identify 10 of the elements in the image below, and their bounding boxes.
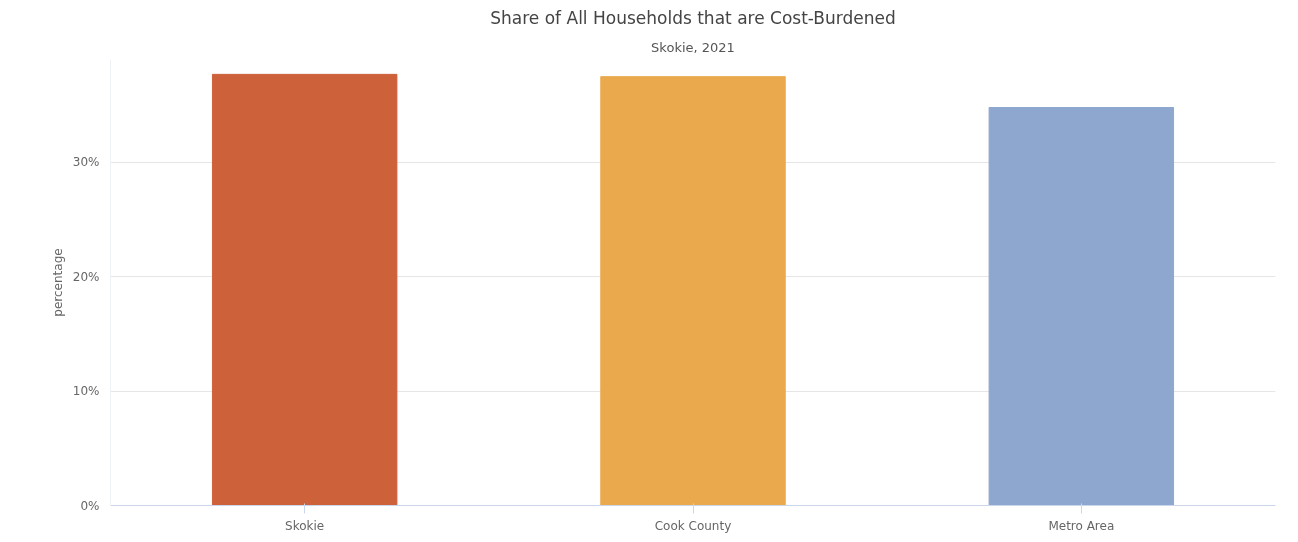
y-tick-label: 0% [80,498,100,513]
y-axis-title: percentage [50,248,65,317]
x-tick-label: Skokie [285,518,325,533]
y-tick-label: 30% [72,155,100,170]
x-tick-label: Cook County [654,518,732,533]
chart-subtitle: Skokie, 2021 [651,39,735,55]
chart-title: Share of All Households that are Cost-Burdened [490,7,896,28]
x-tick-label: Metro Area [1048,518,1115,533]
y-tick-label: 10% [72,384,100,399]
y-tick-label: 20% [72,269,100,284]
